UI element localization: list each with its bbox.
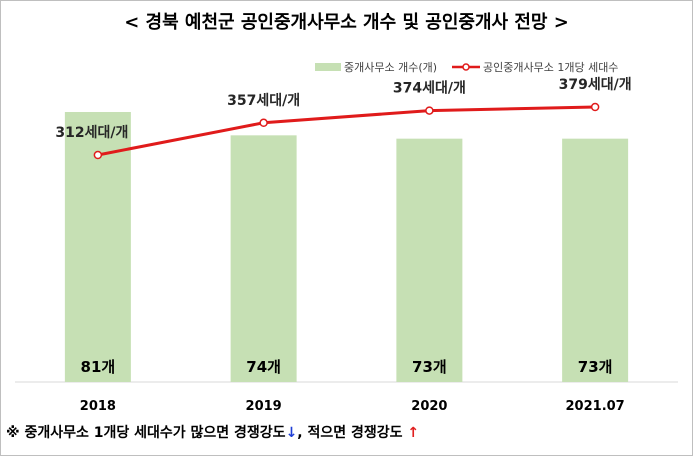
bar-label-2020: 73개 [412,358,447,376]
footnote-prefix: ※ 중개사무소 1개당 세대수가 많으면 경쟁강도 [6,425,286,441]
bar-label-2019: 74개 [246,358,281,376]
line-label-2018: 312세대/개 [55,125,128,141]
line-label-2021.07: 379세대/개 [559,77,632,93]
bar-label-2021.07: 73개 [578,358,613,376]
x-tick-2020: 2020 [411,399,447,414]
line-point-2020 [425,106,434,115]
line-point-2019 [259,118,268,128]
line-label-2019: 357세대/개 [227,93,300,109]
legend-line-label: 공인중개사무소 1개당 세대수 [483,61,618,74]
legend-bar-swatch [315,63,341,71]
bar-2019 [230,135,297,382]
household-line [97,105,596,157]
down-arrow-icon: ↓ [285,425,298,441]
line-label-2020: 374세대/개 [393,81,466,97]
line-point-2018 [93,150,103,160]
bar-2020 [396,138,463,382]
chart-title: < 경북 예천군 공인중개사무소 개수 및 공인중개사 전망 > [124,12,569,33]
up-arrow-icon: ↑ [407,425,420,441]
bar-label-2018: 81개 [81,358,116,376]
x-tick-2021.07: 2021.07 [566,399,625,414]
line-point-2021.07 [590,102,600,112]
legend-bar-label: 중개사무소 개수(개) [344,61,437,74]
footnote-middle: , 적으면 경쟁강도 [297,425,408,441]
x-tick-2019: 2019 [246,399,282,414]
footnote: ※ 중개사무소 1개당 세대수가 많으면 경쟁강도↓, 적으면 경쟁강도 ↑ [6,422,419,442]
legend-line-marker [462,63,470,71]
bar-2021.07 [562,138,629,382]
x-tick-2018: 2018 [80,399,116,414]
